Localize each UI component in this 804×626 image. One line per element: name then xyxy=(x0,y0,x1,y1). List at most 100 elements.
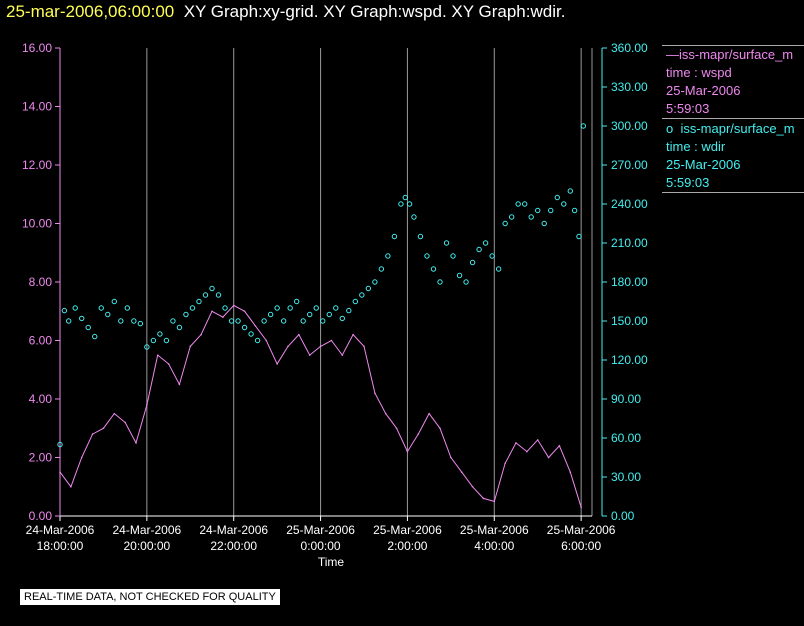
wdir-point xyxy=(105,311,111,318)
wdir-point xyxy=(65,318,72,324)
legend-wspd-label: iss-mapr/surface_m xyxy=(679,47,794,62)
wdir-point xyxy=(398,201,404,207)
quality-disclaimer: REAL-TIME DATA, NOT CHECKED FOR QUALITY xyxy=(20,589,280,605)
wdir-point xyxy=(79,315,85,322)
wdir-point xyxy=(228,318,235,324)
wspd-point xyxy=(91,433,94,435)
wdir-point xyxy=(92,333,98,340)
wspd-point xyxy=(232,304,235,307)
x-tick-label-time: 22:00:00 xyxy=(210,539,257,553)
wspd-point xyxy=(471,485,474,488)
y-right-tick-label: 330.00 xyxy=(611,80,648,94)
wspd-point xyxy=(417,433,420,435)
wspd-point xyxy=(515,442,517,444)
wdir-point xyxy=(280,318,287,324)
wdir-point xyxy=(215,292,222,298)
wdir-point xyxy=(241,324,248,331)
wdir-point xyxy=(561,201,567,207)
wspd-point xyxy=(406,450,409,453)
wdir-point xyxy=(352,298,359,305)
wspd-point xyxy=(569,471,572,473)
wdir-point xyxy=(254,337,261,344)
wdir-point xyxy=(411,214,417,220)
wdir-point xyxy=(402,194,408,201)
y-right-tick-label: 60.00 xyxy=(611,431,641,445)
wspd-point xyxy=(167,363,170,365)
wdir-point xyxy=(157,331,163,337)
x-tick-label-time: 20:00:00 xyxy=(123,539,170,553)
wdir-point xyxy=(554,194,560,201)
wdir-point xyxy=(85,324,91,331)
wdir-point xyxy=(196,298,202,305)
wdir-point xyxy=(359,292,365,298)
wspd-point xyxy=(59,471,61,473)
wdir-point xyxy=(476,246,482,253)
x-tick-label-date: 25-Mar-2006 xyxy=(286,523,355,537)
wdir-point xyxy=(495,266,502,272)
x-tick-label-time: 18:00:00 xyxy=(37,539,84,553)
y-left-tick-label: 6.00 xyxy=(29,334,53,348)
wspd-point xyxy=(265,339,268,342)
y-right-tick-label: 240.00 xyxy=(611,197,648,211)
wdir-point xyxy=(248,331,254,337)
legend-wspd-date: 25-Mar-2006 xyxy=(666,83,741,98)
wspd-point xyxy=(287,345,289,348)
x-tick-label-date: 24-Mar-2006 xyxy=(113,523,182,537)
legend-wspd-vars: time : wspd xyxy=(666,65,732,80)
wspd-point xyxy=(243,310,246,313)
wspd-point xyxy=(493,500,496,503)
wspd-point xyxy=(341,354,344,356)
wdir-point xyxy=(61,307,68,314)
x-tick-label-date: 25-Mar-2006 xyxy=(460,523,529,537)
wspd-point xyxy=(547,456,550,459)
wdir-point xyxy=(521,201,528,207)
wdir-point xyxy=(333,305,339,311)
y-right-tick-label: 0.00 xyxy=(611,509,635,523)
legend-marker-glyph: o xyxy=(666,121,674,136)
wdir-point xyxy=(378,266,385,272)
wdir-point xyxy=(515,201,521,207)
wdir-point xyxy=(528,214,534,220)
x-tick-label-date: 25-Mar-2006 xyxy=(373,523,442,537)
wdir-point xyxy=(508,214,515,220)
chart-title: 25-mar-2006,06:00:00 XY Graph:xy-grid. X… xyxy=(6,2,565,22)
wspd-point xyxy=(450,456,452,459)
y-right-tick-label: 150.00 xyxy=(611,314,648,328)
wdir-point xyxy=(541,220,547,227)
wdir-point xyxy=(469,259,476,266)
wdir-point xyxy=(365,285,372,292)
wspd-point xyxy=(504,462,506,465)
wdir-point xyxy=(406,201,413,207)
x-tick-label-date: 24-Mar-2006 xyxy=(26,523,95,537)
wspd-point xyxy=(384,412,387,415)
wspd-point xyxy=(536,439,539,441)
wspd-point xyxy=(276,363,278,365)
wdir-point xyxy=(502,220,508,227)
x-tick-label-time: 2:00:00 xyxy=(387,539,427,553)
legend-wspd-time: 5:59:03 xyxy=(666,101,710,116)
y-left-tick-label: 14.00 xyxy=(22,100,52,114)
x-tick-label-time: 4:00:00 xyxy=(474,539,514,553)
wdir-point xyxy=(293,298,300,305)
wdir-point xyxy=(313,305,319,311)
wdir-point xyxy=(320,318,326,324)
wspd-point xyxy=(558,445,561,447)
legend-wspd-name: —iss-mapr/surface_m xyxy=(662,46,804,64)
legend-wdir-time: 5:59:03 xyxy=(666,175,710,190)
wspd-point xyxy=(222,316,224,318)
y-left-tick-label: 0.00 xyxy=(29,509,53,523)
wspd-point xyxy=(308,354,311,356)
wdir-point xyxy=(489,253,495,259)
legend-wdir-label: iss-mapr/surface_m xyxy=(680,121,795,136)
wdir-point xyxy=(222,305,228,311)
wspd-point xyxy=(254,325,257,327)
x-tick-label-time: 6:00:00 xyxy=(561,539,601,553)
wspd-point xyxy=(124,421,126,424)
series-wspd xyxy=(59,304,582,509)
y-left-tick-label: 10.00 xyxy=(22,217,52,231)
y-left-tick-label: 4.00 xyxy=(29,392,53,406)
wdir-point xyxy=(535,207,541,214)
wdir-point xyxy=(456,272,463,279)
wdir-point xyxy=(287,305,293,311)
wdir-point xyxy=(424,253,430,259)
